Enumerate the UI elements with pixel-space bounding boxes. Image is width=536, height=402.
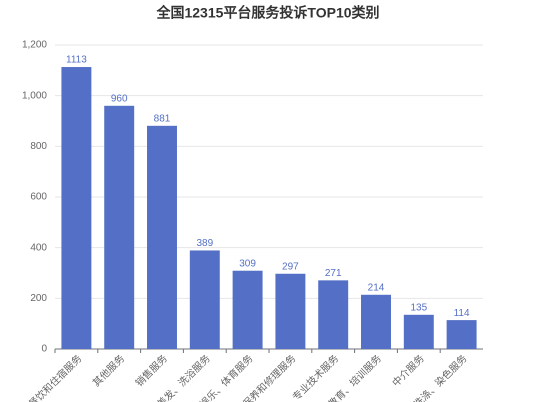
value-label: 389: [196, 238, 213, 249]
value-label: 114: [454, 308, 470, 319]
y-tick-label: 400: [30, 242, 47, 253]
y-tick-label: 1,200: [22, 40, 47, 51]
value-label: 1113: [66, 55, 87, 66]
y-tick-label: 600: [30, 192, 47, 203]
x-tick-label: 中介服务: [389, 352, 426, 389]
bar: [361, 294, 391, 349]
x-tick-label: 专业技术服务: [290, 352, 342, 402]
value-label: 271: [325, 268, 342, 279]
y-tick-label: 1,000: [22, 90, 47, 101]
bar: [104, 105, 135, 349]
y-tick-label: 200: [30, 293, 47, 304]
bar: [446, 320, 477, 349]
y-tick-label: 800: [30, 141, 47, 152]
bar: [403, 314, 434, 349]
bar: [147, 125, 177, 350]
x-tick-label: 其他服务: [90, 352, 127, 389]
bar: [232, 270, 263, 349]
value-label: 960: [111, 93, 128, 104]
value-label: 297: [282, 261, 299, 272]
chart-title: 全国12315平台服务投诉TOP10类别: [155, 5, 379, 21]
bar: [275, 273, 306, 349]
bar: [318, 280, 349, 349]
y-tick-label: 0: [41, 344, 47, 355]
x-tick-label: 销售服务: [133, 352, 170, 389]
value-label: 309: [239, 258, 256, 269]
x-tick-label: 餐饮和住宿服务: [26, 352, 85, 402]
value-label: 135: [410, 302, 427, 313]
value-label: 214: [368, 282, 385, 293]
bar: [189, 250, 220, 349]
bar: [61, 67, 92, 349]
value-label: 881: [154, 113, 171, 124]
